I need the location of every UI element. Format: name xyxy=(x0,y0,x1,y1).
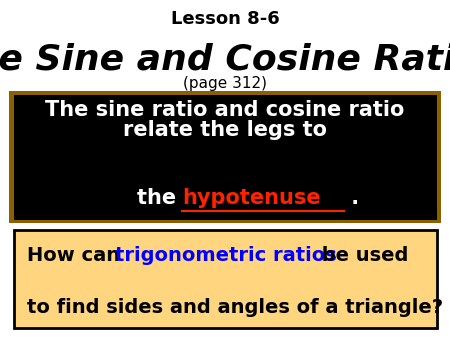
Text: the: the xyxy=(137,188,184,208)
Text: .: . xyxy=(344,188,360,208)
Text: trigonometric ratios: trigonometric ratios xyxy=(115,246,337,265)
Text: be used: be used xyxy=(315,246,409,265)
Text: The Sine and Cosine Ratios: The Sine and Cosine Ratios xyxy=(0,42,450,76)
FancyBboxPatch shape xyxy=(9,91,441,223)
FancyBboxPatch shape xyxy=(14,95,436,220)
Text: to find sides and angles of a triangle?: to find sides and angles of a triangle? xyxy=(27,298,443,317)
Text: How can: How can xyxy=(27,246,127,265)
Text: relate the legs to: relate the legs to xyxy=(123,120,327,140)
Text: hypotenuse: hypotenuse xyxy=(182,188,321,208)
Text: (page 312): (page 312) xyxy=(183,76,267,91)
Text: Lesson 8-6: Lesson 8-6 xyxy=(171,10,279,28)
FancyBboxPatch shape xyxy=(14,230,436,328)
Text: The sine ratio and cosine ratio: The sine ratio and cosine ratio xyxy=(45,100,405,120)
